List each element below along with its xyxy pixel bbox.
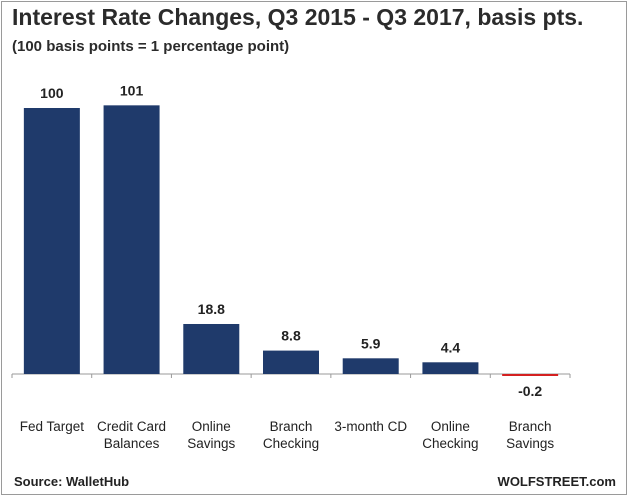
bar [263,350,319,374]
bar-value-label: 8.8 [281,328,301,344]
source-note: Source: WalletHub [14,474,130,489]
category-label: Savings [187,436,235,451]
bar [342,358,399,374]
bar-value-label: 5.9 [361,335,381,351]
category-label: Online [431,419,470,434]
bar [183,323,240,374]
bar [502,374,559,376]
category-label: Branch [509,419,552,434]
bar [422,362,479,374]
bar [23,108,80,374]
category-label: Savings [506,436,554,451]
chart-subtitle: (100 basis points = 1 percentage point) [12,38,290,55]
category-label: Credit Card [97,419,166,434]
bar-value-label: 18.8 [198,301,225,317]
category-label: Online [192,419,231,434]
category-label: Branch [270,419,313,434]
category-label: Checking [422,436,478,451]
bar [103,105,160,374]
bar-value-label: -0.2 [518,383,542,399]
brand-logo-text: WOLFSTREET.com [497,474,616,489]
category-label: Fed Target [20,419,85,434]
bar-value-label: 101 [120,82,144,98]
category-label: Balances [104,436,160,451]
category-label: Checking [263,436,319,451]
category-label: 3-month CD [334,419,407,434]
bar-value-label: 100 [40,85,64,101]
bar-value-label: 4.4 [441,339,461,355]
chart-title: Interest Rate Changes, Q3 2015 - Q3 2017… [12,4,584,30]
